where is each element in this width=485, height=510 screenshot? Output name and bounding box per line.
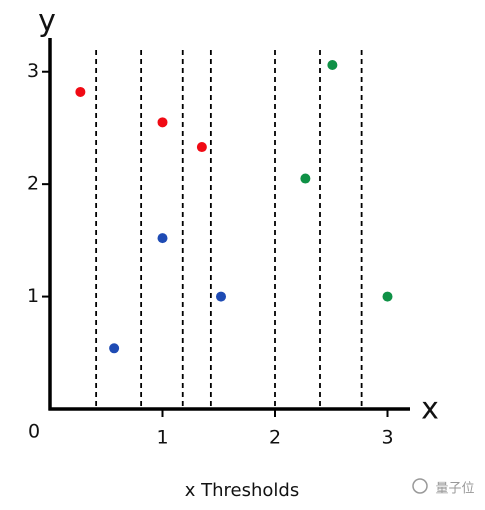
watermark: 量子位 <box>412 478 475 497</box>
point <box>157 233 168 244</box>
point <box>157 117 168 128</box>
x-tick-label: 3 <box>381 427 393 449</box>
point <box>300 173 311 184</box>
point <box>382 291 393 302</box>
x-tick-label: 0 <box>28 421 40 443</box>
point <box>216 291 226 302</box>
y-axis-label: y <box>38 4 56 39</box>
point <box>327 59 338 70</box>
point <box>109 343 120 354</box>
x-axis-label: x <box>421 392 439 427</box>
caption: x Thresholds <box>185 480 299 501</box>
y-tick-label: 1 <box>27 285 39 307</box>
point <box>75 86 86 97</box>
y-tick-label: 2 <box>27 173 39 195</box>
watermark-text: 量子位 <box>435 482 474 497</box>
x-tick-label: 1 <box>156 427 168 449</box>
y-tick-label: 3 <box>27 60 39 82</box>
point <box>196 142 207 153</box>
x-tick-label: 2 <box>269 427 281 449</box>
watermark-icon <box>412 478 428 494</box>
